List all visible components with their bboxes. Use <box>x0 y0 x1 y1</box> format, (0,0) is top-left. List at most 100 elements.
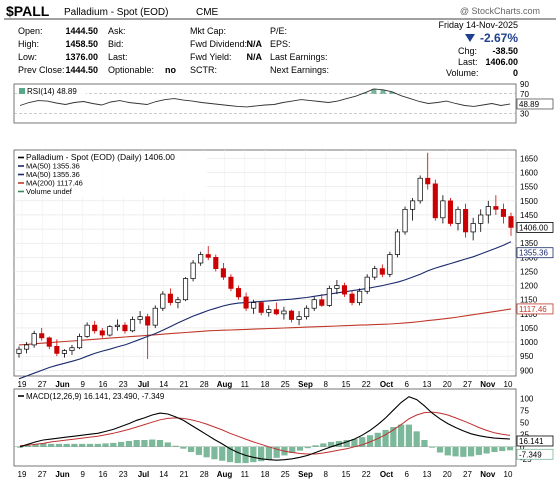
price-legend-entry: Palladium - Spot (EOD) (Daily) 1406.00 <box>26 152 175 162</box>
candle-body <box>129 319 136 332</box>
macd-histogram-bar <box>258 446 265 462</box>
macd-x-label: Aug <box>217 470 233 479</box>
macd-legend: MACD(12,26,9) 16.141, 23.490, -7.349 <box>26 392 165 401</box>
macd-histogram-bar <box>328 441 335 447</box>
macd-x-label: 27 <box>38 470 47 479</box>
macd-histogram-bar <box>79 443 86 447</box>
down-arrow-icon <box>465 34 475 42</box>
macd-x-label: 10 <box>504 470 513 479</box>
price-legend-bg <box>17 153 207 197</box>
macd-line <box>19 396 511 461</box>
price-x-label: 15 <box>342 380 351 389</box>
candle-body <box>137 316 143 320</box>
price-y-tick-1650: 1650 <box>520 154 538 163</box>
macd-histogram-bar <box>382 429 389 447</box>
candle-body <box>39 333 45 339</box>
macd-histogram-bar <box>320 443 327 447</box>
macd-histogram-bar <box>483 446 490 454</box>
price-y-tick-1350: 1350 <box>520 239 538 248</box>
symbol: $PALL <box>6 3 50 19</box>
last-earnings-label: Last Earnings: <box>270 52 328 62</box>
fwd-dividend-label: Fwd Dividend: <box>190 39 247 49</box>
macd-x-label: 6 <box>405 470 410 479</box>
eps-label: EPS: <box>270 39 291 49</box>
candle-body <box>160 293 166 309</box>
candle-body <box>61 350 67 354</box>
price-x-label: Aug <box>217 380 233 389</box>
candle-body <box>114 324 120 327</box>
macd-histogram-bar <box>94 443 101 447</box>
price-x-label: 10 <box>504 380 513 389</box>
macd-last-histogram-box <box>516 448 554 460</box>
macd-last-histogram: -7.349 <box>519 450 542 459</box>
candle-body <box>485 206 491 216</box>
macd-histogram-bar <box>149 439 156 447</box>
candle-body <box>508 216 514 228</box>
change-label: Chg: <box>458 46 477 56</box>
rsi-legend-bg <box>18 86 86 96</box>
candle-body <box>447 200 453 224</box>
price-x-label: 20 <box>443 380 452 389</box>
macd-histogram-bar <box>499 446 506 452</box>
macd-histogram-bar <box>32 444 39 447</box>
candle-body <box>410 200 416 210</box>
price-x-label: 6 <box>405 380 410 389</box>
macd-histogram-bar <box>63 443 70 447</box>
macd-x-label: 8 <box>324 470 329 479</box>
price-x-label: 21 <box>180 380 189 389</box>
candle-body <box>417 177 423 202</box>
macd-x-label: 28 <box>200 470 209 479</box>
candle-body <box>107 326 113 336</box>
rsi-overbought-fill <box>362 88 395 94</box>
price-y-tick-1000: 1000 <box>520 338 538 347</box>
candle-body <box>92 324 98 332</box>
macd-histogram-bar <box>366 435 374 447</box>
candle-body <box>463 208 469 233</box>
macd-histogram-bar <box>444 446 451 456</box>
candle-body <box>167 293 173 303</box>
macd-last-value-box <box>516 435 554 447</box>
price-x-label: 22 <box>362 380 371 389</box>
price-x-label: 27 <box>38 380 47 389</box>
macd-histogram-bar <box>491 446 498 453</box>
candle-body <box>273 309 279 315</box>
macd-histogram-bar <box>203 446 210 458</box>
candle-body <box>213 257 219 270</box>
candle-body <box>152 307 158 326</box>
price-x-label: 8 <box>324 380 329 389</box>
macd-x-label: Sep <box>298 470 313 479</box>
candle-body <box>394 231 401 255</box>
prev-close-value: 1444.50 <box>65 65 98 75</box>
price-y-tick-1200: 1200 <box>520 282 538 291</box>
candle-body <box>357 290 363 303</box>
macd-histogram-bar <box>188 446 195 453</box>
candle-body <box>122 324 128 332</box>
next-earnings-label: Next Earnings: <box>270 65 329 75</box>
price-y-tick-950: 950 <box>520 352 534 361</box>
macd-histogram-bar <box>211 446 218 460</box>
candle-body <box>220 268 226 278</box>
macd-x-label: Nov <box>480 470 496 479</box>
fwd-yield-value: N/A <box>247 52 263 62</box>
macd-histogram-bar <box>55 443 62 447</box>
price-y-tick-900: 900 <box>520 366 534 375</box>
open-value: 1444.50 <box>65 26 98 36</box>
mkt-cap-label: Mkt Cap: <box>190 26 226 36</box>
macd-histogram-bar <box>48 443 55 447</box>
optionable-label: Optionable: <box>108 65 154 75</box>
price-legend-entry: MA(50) 1355.36 <box>26 162 80 171</box>
macd-legend-bg <box>17 391 203 401</box>
macd-y-tick-100: 100 <box>520 395 534 404</box>
quote-date: Friday 14-Nov-2025 <box>438 20 518 30</box>
high-label: High: <box>18 39 39 49</box>
candle-body <box>281 310 287 315</box>
price-x-label: 11 <box>241 380 250 389</box>
candle-body <box>235 288 242 298</box>
macd-histogram-bar <box>475 446 482 455</box>
price-x-label: Sep <box>298 380 313 389</box>
price-x-label: 18 <box>261 380 270 389</box>
price-y-tick-1250: 1250 <box>520 267 538 276</box>
macd-x-label: 20 <box>443 470 452 479</box>
macd-panel: -2502550751001927Jun91623Jul142128Aug111… <box>13 388 554 479</box>
macd-histogram-bar <box>234 446 241 464</box>
